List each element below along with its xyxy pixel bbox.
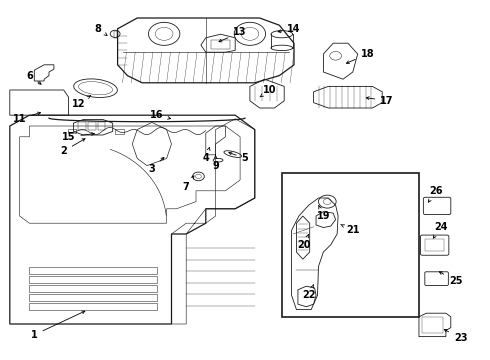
Text: 2: 2 bbox=[60, 139, 85, 156]
Bar bbox=[29, 267, 157, 274]
Text: 6: 6 bbox=[26, 71, 41, 84]
Text: 14: 14 bbox=[278, 24, 301, 34]
Text: 7: 7 bbox=[183, 176, 194, 192]
Text: 16: 16 bbox=[150, 110, 171, 120]
Bar bbox=[115, 129, 124, 134]
Bar bbox=[98, 122, 105, 130]
Bar bbox=[425, 239, 444, 251]
Text: 22: 22 bbox=[302, 285, 316, 300]
Bar bbox=[211, 40, 230, 49]
Bar bbox=[29, 294, 157, 301]
Text: 8: 8 bbox=[95, 24, 107, 35]
Bar bbox=[68, 129, 76, 133]
Text: 9: 9 bbox=[212, 155, 219, 171]
Bar bbox=[29, 303, 157, 310]
Bar bbox=[29, 276, 157, 283]
Text: 21: 21 bbox=[341, 225, 360, 235]
Text: 15: 15 bbox=[62, 132, 94, 142]
Bar bbox=[29, 285, 157, 292]
Text: 13: 13 bbox=[219, 27, 247, 42]
Text: 12: 12 bbox=[72, 96, 90, 109]
Text: 18: 18 bbox=[346, 49, 374, 63]
Text: 24: 24 bbox=[433, 222, 448, 238]
Bar bbox=[88, 122, 96, 130]
Text: 1: 1 bbox=[31, 311, 85, 340]
Text: 25: 25 bbox=[440, 272, 463, 286]
Bar bbox=[422, 317, 443, 333]
Text: 10: 10 bbox=[260, 85, 276, 97]
Text: 11: 11 bbox=[13, 112, 41, 124]
Text: 5: 5 bbox=[229, 152, 248, 163]
Bar bbox=[114, 31, 117, 38]
Text: 19: 19 bbox=[317, 206, 330, 221]
Text: 17: 17 bbox=[366, 96, 394, 106]
Bar bbox=[282, 173, 419, 317]
Text: 4: 4 bbox=[202, 148, 210, 163]
Text: 26: 26 bbox=[428, 186, 443, 202]
Bar bbox=[78, 122, 86, 130]
Text: 3: 3 bbox=[148, 157, 164, 174]
Text: 23: 23 bbox=[444, 329, 467, 343]
Text: 20: 20 bbox=[297, 234, 311, 250]
